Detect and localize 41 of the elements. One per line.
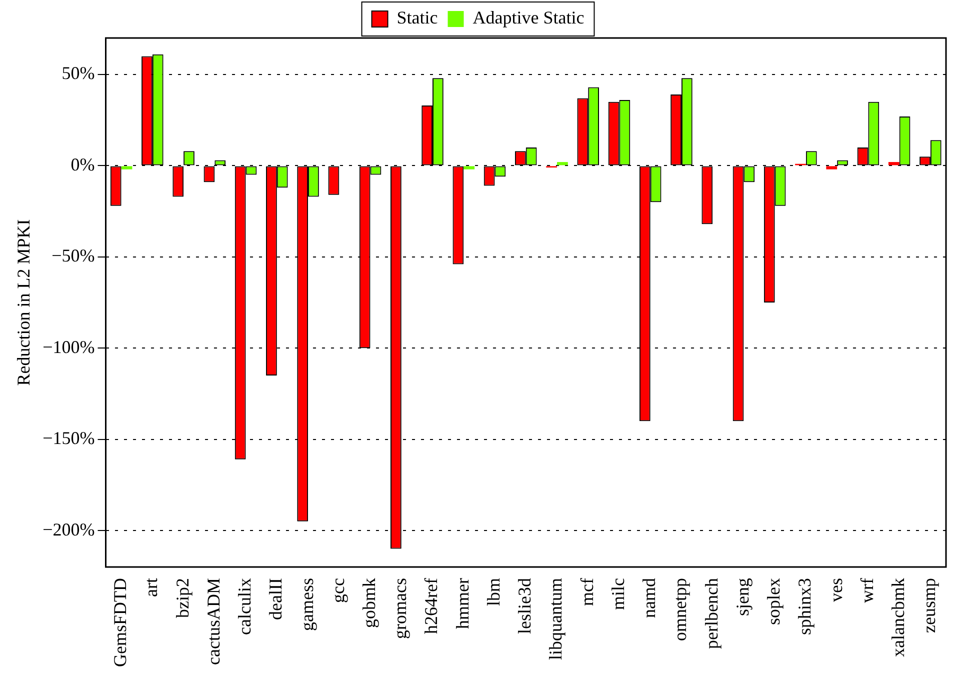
- x-tick-label: h264ref: [421, 578, 442, 634]
- y-tick-label: −100%: [42, 336, 95, 357]
- x-tick-label: ves: [826, 578, 846, 602]
- y-tick-label: −150%: [42, 428, 95, 448]
- y-tick-label: 0%: [70, 154, 95, 174]
- x-tick-label: xalancbmk: [888, 578, 908, 657]
- x-tick-label: gobmk: [359, 578, 380, 628]
- y-tick-label: 50%: [62, 63, 95, 84]
- bar: [888, 162, 900, 166]
- x-tick-label: wrf: [856, 578, 877, 603]
- x-tick-label: milc: [608, 578, 628, 610]
- x-tick-label: mcf: [576, 578, 597, 606]
- x-tick-label: gromacs: [390, 578, 410, 639]
- y-tick-label: −50%: [52, 246, 95, 266]
- x-tick-label: zeusmp: [919, 578, 940, 633]
- x-tick-label: cactusADM: [203, 578, 224, 665]
- x-tick-label: lbm: [483, 578, 504, 606]
- x-tick-label: omnetpp: [670, 578, 690, 641]
- x-tick-label: bzip2: [172, 578, 192, 618]
- bar: [464, 166, 475, 170]
- x-tick-label: namd: [639, 578, 660, 618]
- y-axis-title: Reduction in L2 MPKI: [14, 219, 34, 386]
- x-tick-label: libquantum: [546, 578, 566, 660]
- x-tick-label: gamess: [296, 578, 317, 631]
- x-tick-label: sjeng: [732, 578, 752, 616]
- x-tick-label: GemsFDTD: [110, 578, 130, 667]
- bar: [826, 166, 838, 170]
- x-tick-label: gcc: [328, 578, 348, 603]
- x-tick-label: leslie3d: [514, 578, 535, 634]
- x-tick-label: soplex: [764, 578, 784, 625]
- bar: [121, 166, 132, 170]
- x-tick-label: sphinx3: [794, 578, 815, 636]
- legend-label: Static: [396, 8, 438, 28]
- x-tick-label: perlbench: [701, 578, 722, 649]
- y-tick-label: −200%: [42, 519, 95, 540]
- legend-label: Adaptive Static: [472, 8, 584, 28]
- x-tick-label: art: [141, 578, 162, 597]
- x-tick-label: hmmer: [452, 578, 472, 629]
- bar: [556, 162, 568, 166]
- x-tick-label: dealII: [266, 578, 286, 620]
- x-tick-label: calculix: [234, 578, 255, 635]
